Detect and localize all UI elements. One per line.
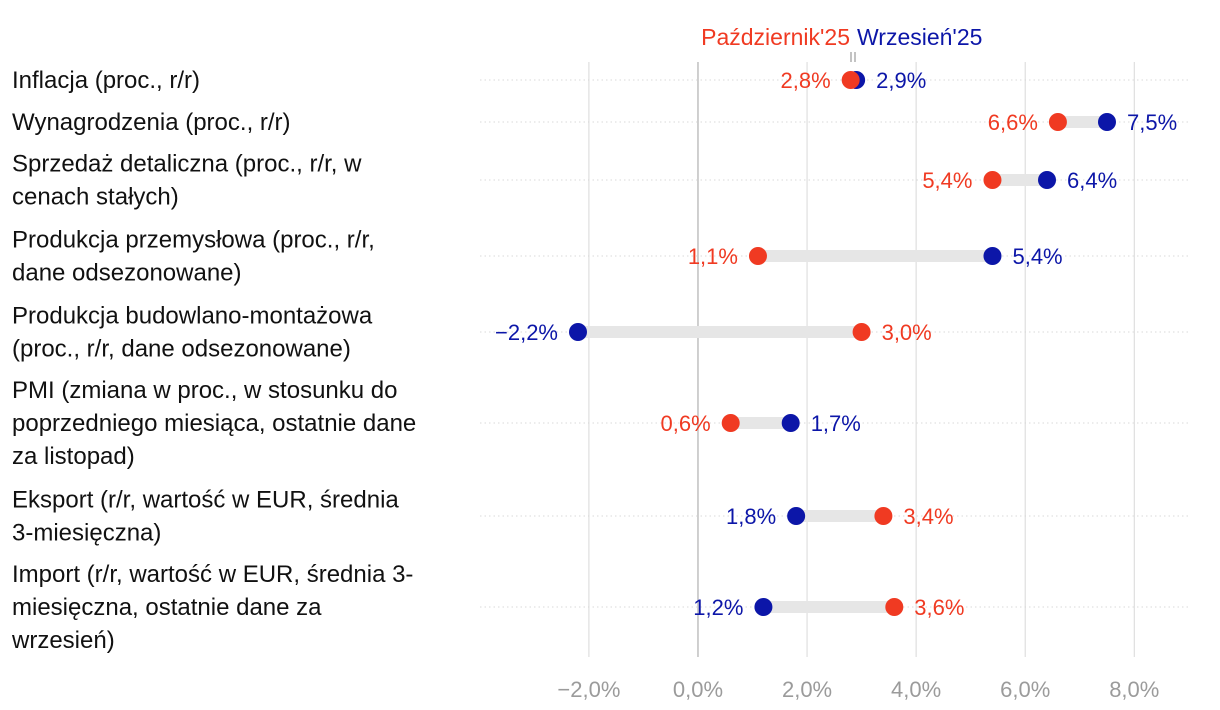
dot-september bbox=[781, 414, 800, 432]
dot-october bbox=[841, 71, 860, 89]
dot-layer bbox=[569, 71, 1116, 616]
dot-september bbox=[787, 507, 806, 525]
value-label-september: 6,4% bbox=[1067, 168, 1117, 193]
category-label: PMI (zmiana w proc., w stosunku do poprze… bbox=[12, 377, 416, 470]
dot-october bbox=[748, 247, 767, 265]
category-label-line: Import (r/r, wartość w EUR, średnia 3- bbox=[12, 561, 413, 588]
connector-layer bbox=[578, 74, 1107, 613]
value-label-october: 6,6% bbox=[988, 110, 1038, 135]
dot-september bbox=[983, 247, 1002, 265]
dot-september bbox=[1038, 171, 1057, 189]
legend-label-october: Październik'25 bbox=[701, 24, 850, 50]
legend: Październik'25 Wrzesień'25 bbox=[701, 24, 982, 62]
value-label-october: 3,6% bbox=[914, 595, 964, 620]
x-tick-label: 4,0% bbox=[891, 677, 941, 702]
category-label-line: (proc., r/r, dane odsezonowane) bbox=[12, 336, 351, 363]
dot-october bbox=[885, 598, 904, 616]
legend-label-september: Wrzesień'25 bbox=[857, 24, 982, 50]
value-label-october: 3,0% bbox=[882, 320, 932, 345]
category-label: Import (r/r, wartość w EUR, średnia 3- mi… bbox=[11, 561, 413, 654]
value-label-october: 0,6% bbox=[661, 411, 711, 436]
category-label-line: Wynagrodzenia (proc., r/r) bbox=[12, 109, 291, 136]
category-label-line: Produkcja przemysłowa (proc., r/r, bbox=[12, 227, 375, 254]
category-label: Inflacja (proc., r/r) bbox=[12, 67, 200, 94]
value-label-september: 1,8% bbox=[726, 504, 776, 529]
value-label-october: 2,8% bbox=[781, 68, 831, 93]
category-label: Produkcja przemysłowa (proc., r/r, dane o… bbox=[12, 227, 375, 287]
dot-september bbox=[754, 598, 773, 616]
dot-october bbox=[874, 507, 893, 525]
dot-october bbox=[1048, 113, 1067, 131]
value-label-september: 7,5% bbox=[1127, 110, 1177, 135]
category-label-line: poprzedniego miesiąca, ostatnie dane bbox=[12, 410, 416, 437]
x-tick-label: 6,0% bbox=[1000, 677, 1050, 702]
category-label: Wynagrodzenia (proc., r/r) bbox=[12, 109, 291, 136]
category-label-line: miesięczna, ostatnie dane za bbox=[12, 594, 322, 621]
dot-october bbox=[852, 323, 871, 341]
value-label-october: 5,4% bbox=[922, 168, 972, 193]
label-layer: −2,0% 0,0% 2,0% 4,0% 6,0% 8,0% Inflacja (proc.… bbox=[11, 67, 1177, 702]
value-label-september: 1,7% bbox=[811, 411, 861, 436]
x-tick-label: 2,0% bbox=[782, 677, 832, 702]
value-label-september: 5,4% bbox=[1012, 244, 1062, 269]
category-label: Eksport (r/r, wartość w EUR, średnia 3-mi… bbox=[12, 487, 399, 547]
category-label-line: dane odsezonowane) bbox=[12, 260, 242, 287]
value-label-october: 3,4% bbox=[903, 504, 953, 529]
value-label-october: 1,1% bbox=[688, 244, 738, 269]
x-tick-label: −2,0% bbox=[557, 677, 620, 702]
category-label-line: cenach stałych) bbox=[12, 184, 179, 211]
category-label-line: wrzesień) bbox=[11, 627, 115, 654]
dot-september bbox=[569, 323, 587, 341]
category-label-line: Sprzedaż detaliczna (proc., r/r, w bbox=[12, 151, 362, 178]
value-label-september: −2,2% bbox=[495, 320, 558, 345]
value-label-september: 2,9% bbox=[876, 68, 926, 93]
category-label: Produkcja budowlano-montażowa (proc., r/r… bbox=[12, 303, 373, 363]
x-tick-label: 0,0% bbox=[673, 677, 723, 702]
category-label-line: Eksport (r/r, wartość w EUR, średnia bbox=[12, 487, 399, 514]
grid-layer bbox=[480, 62, 1188, 657]
dot-october bbox=[721, 414, 740, 432]
dot-october bbox=[983, 171, 1002, 189]
x-tick-label: 8,0% bbox=[1109, 677, 1159, 702]
category-label-line: Inflacja (proc., r/r) bbox=[12, 67, 200, 94]
category-label-line: 3-miesięczna) bbox=[12, 520, 161, 547]
value-label-september: 1,2% bbox=[693, 595, 743, 620]
dot-september bbox=[1098, 113, 1116, 131]
category-label-line: za listopad) bbox=[12, 443, 135, 470]
category-label-line: Produkcja budowlano-montażowa bbox=[12, 303, 373, 330]
category-label-line: PMI (zmiana w proc., w stosunku do bbox=[12, 377, 397, 404]
category-label: Sprzedaż detaliczna (proc., r/r, w cenach… bbox=[12, 151, 362, 211]
